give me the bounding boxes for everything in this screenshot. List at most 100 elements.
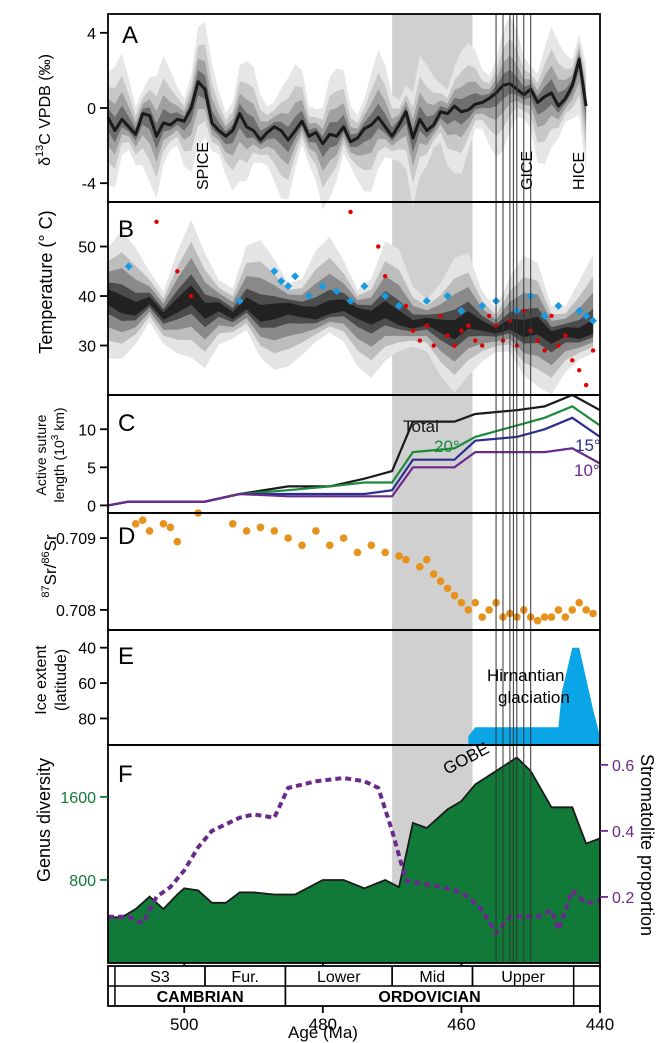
ylabel-f-left: Genus diversity <box>34 758 54 882</box>
panel-letter-f: F <box>118 761 133 788</box>
sr-point-3 <box>159 519 168 528</box>
temp-red-point-18 <box>486 313 492 319</box>
panel-letter-a: A <box>122 22 138 49</box>
temp-red-point-25 <box>535 338 540 343</box>
temp-red-point-27 <box>549 313 554 319</box>
ytick-label-b-undefined-0: 50 <box>78 240 96 257</box>
frame-f <box>107 744 601 964</box>
temp-red-point-12 <box>445 333 450 338</box>
ylabel-c-line1: Active suture <box>33 414 49 495</box>
temp-red-point-8 <box>417 338 423 343</box>
sr-point-16 <box>353 548 362 557</box>
ylabel-a: δ13C VPDB (‰) <box>34 54 54 166</box>
sr-point-20 <box>402 555 410 564</box>
ytick-label-f2-right-1: 0.4 <box>612 824 634 841</box>
temp-red-point-7 <box>410 328 416 333</box>
ytick-label-b-undefined-2: 30 <box>78 339 96 356</box>
temp-red-point-9 <box>424 323 429 328</box>
temp-red-point-32 <box>583 382 589 388</box>
epoch-label-1: Fur. <box>231 969 259 986</box>
sr-point-5 <box>173 537 182 546</box>
ylabel-e-line2: (latitude) <box>53 649 70 711</box>
temp-red-point-30 <box>570 358 575 363</box>
temp-blue-point-20 <box>540 311 549 320</box>
temp-blue-point-11 <box>381 292 390 301</box>
sr-point-7 <box>228 519 237 528</box>
sr-point-39 <box>540 613 549 621</box>
temp-red-point-17 <box>479 343 485 348</box>
sr-point-43 <box>568 606 577 614</box>
suture-line-2 <box>107 416 601 507</box>
temp-red-point-10 <box>431 343 436 348</box>
temp-red-point-13 <box>452 343 457 348</box>
temp-blue-point-24 <box>589 316 598 325</box>
sr-point-24 <box>436 577 445 585</box>
sr-point-18 <box>381 548 389 557</box>
ytick-label-e-undefined-1: 60 <box>78 676 96 693</box>
xlabel: Age (Ma) <box>288 1023 358 1042</box>
ytick-label-e-undefined-2: 80 <box>78 711 96 728</box>
sr-point-15 <box>339 534 348 542</box>
sr-point-13 <box>312 527 320 535</box>
temp-blue-point-12 <box>395 301 404 310</box>
ylabel-b: Temperature (° C) <box>36 210 56 353</box>
sr-point-19 <box>395 552 403 560</box>
suture-line-3 <box>107 447 601 507</box>
ytick-label-c-undefined-2: 0 <box>87 498 96 515</box>
ytick-label-a-undefined-1: 0 <box>87 101 96 118</box>
annotation-spice: SPICE <box>195 142 212 190</box>
sr-point-1 <box>138 516 147 524</box>
frame-layer: 40-450403010500.7090.70840608080016000.2… <box>56 13 634 1034</box>
panel-letter-c: C <box>118 410 135 437</box>
ytick-label-f-undefined-0: 800 <box>69 873 96 890</box>
suture-line-1 <box>107 405 601 507</box>
temp-blue-point-16 <box>478 301 487 310</box>
label-total: Total <box>403 417 439 436</box>
ytick-label-e-undefined-0: 40 <box>78 641 96 658</box>
sr-point-38 <box>533 616 542 625</box>
genus-diversity-area <box>108 757 600 963</box>
epoch-label-2: Lower <box>317 969 361 986</box>
panel-letter-d: D <box>118 523 135 550</box>
sr-point-42 <box>561 613 570 621</box>
label-glaciation: glaciation <box>498 688 570 707</box>
xtick-label-0: 500 <box>170 1015 198 1034</box>
temp-blue-point-4 <box>284 282 293 291</box>
temp-red-point-26 <box>542 348 547 353</box>
sr-point-27 <box>457 598 466 607</box>
epoch-label-4: Upper <box>501 969 545 986</box>
ytick-label-a-undefined-0: 4 <box>87 26 96 43</box>
annotation-hice: HICE <box>571 152 588 190</box>
sr-point-21 <box>416 563 424 571</box>
temp-red-point-31 <box>577 368 582 373</box>
temp-red-point-1 <box>175 269 180 274</box>
sr-point-0 <box>131 519 140 528</box>
temp-blue-point-21 <box>554 301 563 310</box>
temp-blue-point-14 <box>443 292 452 301</box>
sr-point-17 <box>367 541 376 550</box>
ylabel-d: 87Sr/86Sr <box>40 534 60 598</box>
period-label-1: ORDOVICIAN <box>378 989 480 1006</box>
sr-point-14 <box>325 541 334 550</box>
ytick-label-f2-right-0: 0.2 <box>612 890 634 907</box>
sr-point-46 <box>589 609 597 618</box>
temp-blue-point-7 <box>318 282 327 291</box>
temp-red-point-3 <box>348 209 353 215</box>
panel-letter-e: E <box>118 643 134 670</box>
xtick-label-1: 480 <box>309 1015 337 1034</box>
label-15deg: 15° <box>575 436 601 455</box>
temp-blue-point-8 <box>332 287 341 296</box>
ytick-label-f2-right-2: 0.6 <box>612 758 634 775</box>
sr-point-30 <box>478 613 486 621</box>
label-hirnantian: Hirnantian <box>487 666 565 685</box>
sr-point-28 <box>464 606 473 614</box>
sr-point-4 <box>166 523 175 532</box>
epoch-label-3: Mid <box>419 969 445 986</box>
xtick-label-2: 460 <box>447 1015 475 1034</box>
temp-blue-point-9 <box>346 296 355 305</box>
a-envelope-3 <box>108 53 587 158</box>
sr-point-23 <box>429 570 438 578</box>
sr-point-10 <box>270 527 279 535</box>
temp-blue-point-1 <box>235 296 244 305</box>
